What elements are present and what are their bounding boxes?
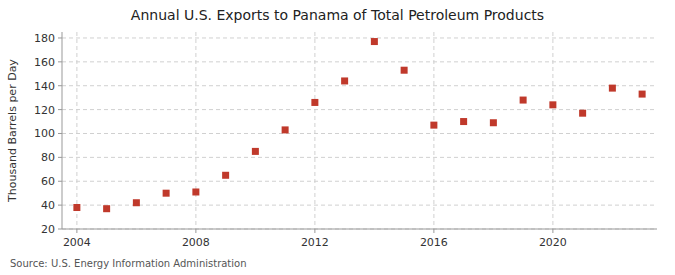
point	[401, 67, 408, 74]
y-tick-label: 60	[41, 175, 55, 188]
point	[103, 205, 110, 212]
x-tick-label: 2004	[63, 236, 91, 249]
point	[549, 101, 556, 108]
y-tick	[58, 229, 62, 230]
x-tick	[195, 229, 196, 233]
point	[460, 118, 467, 125]
y-axis-label: Thousand Barrels per Day	[6, 59, 19, 203]
y-tick	[58, 85, 62, 86]
y-tick-label: 140	[34, 80, 55, 93]
axes: 20 40 60 80 100 120 140 160 180 2004 2008 2012 2016 2…	[34, 32, 657, 249]
point	[579, 110, 586, 117]
y-tick-label: 100	[34, 127, 55, 140]
chart-svg: Annual U.S. Exports to Panama of Total P…	[0, 0, 675, 275]
point	[520, 97, 527, 104]
point	[371, 38, 378, 45]
y-grid-line	[62, 37, 657, 38]
y-axis-line	[62, 32, 63, 229]
point	[639, 91, 646, 98]
point	[311, 99, 318, 106]
chart-title: Annual U.S. Exports to Panama of Total P…	[131, 7, 544, 23]
chart-container: Annual U.S. Exports to Panama of Total P…	[0, 0, 675, 275]
point	[282, 126, 289, 133]
y-grid-line	[62, 229, 657, 230]
y-tick-label: 20	[41, 223, 55, 236]
x-axis-line	[62, 229, 657, 230]
points	[73, 38, 645, 212]
y-grid-line	[62, 157, 657, 158]
y-tick-label: 120	[34, 104, 55, 117]
y-grid-line	[62, 133, 657, 134]
y-grid-line	[62, 205, 657, 206]
x-tick	[433, 229, 434, 233]
y-tick	[58, 37, 62, 38]
x-tick	[314, 229, 315, 233]
x-grid-line	[76, 32, 77, 229]
point	[192, 188, 199, 195]
x-grid-line	[314, 32, 315, 229]
x-grid-line	[433, 32, 434, 229]
point	[490, 119, 497, 126]
y-tick	[58, 133, 62, 134]
y-tick	[58, 157, 62, 158]
point	[73, 204, 80, 211]
point	[609, 85, 616, 92]
y-grid-line	[62, 109, 657, 110]
x-tick	[76, 229, 77, 233]
y-tick-label: 80	[41, 151, 55, 164]
source-note: Source: U.S. Energy Information Administ…	[10, 258, 247, 269]
x-tick	[552, 229, 553, 233]
grid	[62, 32, 657, 229]
x-grid-line	[195, 32, 196, 229]
point	[430, 122, 437, 129]
y-tick	[58, 205, 62, 206]
x-tick-label: 2012	[301, 236, 329, 249]
y-tick-label: 180	[34, 32, 55, 45]
x-tick-label: 2016	[420, 236, 448, 249]
y-tick	[58, 109, 62, 110]
point	[222, 172, 229, 179]
y-tick	[58, 181, 62, 182]
x-grid-line	[552, 32, 553, 229]
y-tick-label: 40	[41, 199, 55, 212]
y-tick-label: 160	[34, 56, 55, 69]
y-grid-line	[62, 61, 657, 62]
point	[133, 199, 140, 206]
point	[341, 77, 348, 84]
y-tick	[58, 61, 62, 62]
y-grid-line	[62, 181, 657, 182]
point	[252, 148, 259, 155]
x-tick-label: 2020	[539, 236, 567, 249]
point	[163, 190, 170, 197]
x-tick-label: 2008	[182, 236, 210, 249]
y-grid-line	[62, 85, 657, 86]
